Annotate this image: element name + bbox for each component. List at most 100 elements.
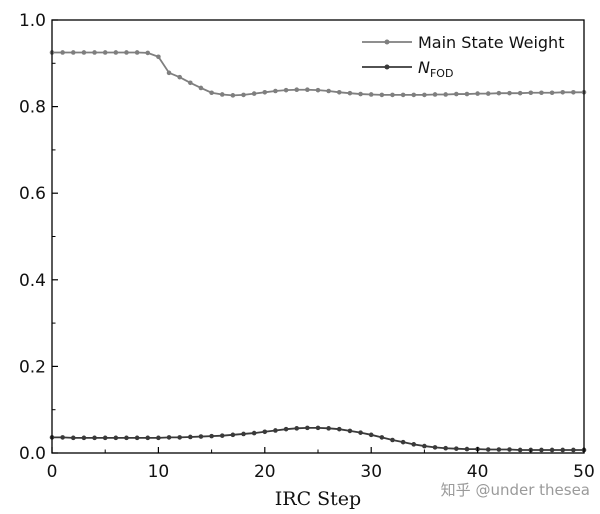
- data-point: [443, 92, 448, 97]
- data-point: [113, 50, 119, 55]
- data-point: [273, 88, 278, 94]
- series-line: [52, 426, 584, 451]
- data-point: [560, 90, 566, 95]
- data-point: [219, 92, 225, 97]
- data-point: [294, 426, 300, 431]
- data-point: [198, 434, 204, 439]
- data-point: [517, 90, 523, 96]
- data-point: [156, 54, 161, 60]
- y-tick-label: 0.4: [19, 271, 46, 291]
- data-point: [454, 446, 459, 451]
- data-point: [113, 435, 119, 441]
- data-point: [188, 434, 193, 440]
- data-point: [368, 92, 374, 97]
- data-point: [230, 432, 236, 438]
- data-point: [315, 425, 321, 431]
- data-point: [188, 80, 193, 86]
- legend-swatch-marker: [384, 64, 390, 70]
- data-point: [124, 50, 129, 55]
- data-point: [390, 92, 395, 98]
- y-tick-label: 0.2: [19, 357, 46, 377]
- data-point: [560, 447, 566, 453]
- legend-label: Main State Weight: [418, 33, 564, 52]
- data-point: [92, 435, 97, 441]
- x-tick-label: 30: [360, 462, 382, 482]
- x-tick-label: 50: [573, 462, 595, 482]
- data-point: [166, 435, 172, 440]
- data-point: [432, 445, 438, 450]
- legend: Main State Weight NFOD: [362, 33, 564, 80]
- data-point: [368, 432, 374, 438]
- data-point: [241, 431, 246, 437]
- data-point: [400, 92, 406, 98]
- y-tick-label: 0.0: [19, 444, 46, 464]
- data-point: [219, 433, 225, 438]
- legend-swatch-marker: [384, 39, 390, 45]
- watermark: 知乎 @under thesea: [441, 481, 590, 499]
- data-point: [60, 435, 65, 440]
- data-point: [326, 88, 331, 94]
- data-point: [145, 50, 151, 56]
- data-point: [379, 435, 385, 440]
- data-point: [92, 50, 97, 55]
- y-tick-label: 1.0: [19, 11, 46, 31]
- data-point: [177, 74, 182, 80]
- data-point: [571, 90, 576, 95]
- data-point: [464, 446, 470, 452]
- data-point: [390, 437, 395, 443]
- data-point: [326, 426, 331, 431]
- data-point: [156, 435, 161, 441]
- data-point: [358, 430, 363, 435]
- data-point: [273, 428, 278, 433]
- x-tick-label: 20: [254, 462, 276, 482]
- data-point: [358, 91, 363, 97]
- plot-area: [49, 50, 587, 453]
- data-point: [262, 90, 268, 95]
- data-point: [177, 435, 182, 440]
- data-point: [336, 90, 342, 95]
- data-point: [422, 443, 427, 449]
- data-point: [528, 90, 534, 96]
- data-point: [379, 92, 385, 98]
- data-point: [411, 442, 417, 447]
- data-point: [134, 435, 140, 441]
- data-point: [102, 435, 108, 441]
- data-point: [209, 433, 214, 439]
- data-point: [336, 426, 342, 432]
- data-point: [230, 93, 236, 98]
- data-point: [475, 91, 480, 96]
- data-point: [262, 429, 268, 435]
- data-point: [347, 428, 353, 434]
- data-point: [539, 447, 544, 453]
- data-point: [251, 91, 257, 96]
- data-point: [70, 435, 76, 441]
- data-point: [539, 90, 544, 96]
- data-point: [209, 90, 214, 96]
- y-tick-label: 0.6: [19, 184, 46, 204]
- data-point: [305, 87, 310, 93]
- data-point: [60, 50, 65, 55]
- x-tick-label: 10: [148, 462, 170, 482]
- legend-item: Main State Weight: [362, 33, 564, 52]
- x-axis: 0 10 20 30 40 50: [47, 447, 595, 482]
- data-point: [464, 91, 470, 97]
- data-point: [400, 439, 406, 445]
- data-point: [241, 92, 246, 98]
- y-axis: 0.0 0.2 0.4 0.6 0.8 1.0: [19, 11, 58, 464]
- data-point: [81, 50, 87, 55]
- data-point: [102, 50, 108, 55]
- data-point: [81, 435, 87, 441]
- data-point: [70, 50, 76, 55]
- data-point: [315, 87, 321, 93]
- data-point: [517, 447, 523, 453]
- data-point: [571, 447, 576, 453]
- series-n-fod: [49, 425, 587, 453]
- data-point: [485, 91, 491, 96]
- data-point: [496, 447, 502, 452]
- data-point: [294, 87, 300, 93]
- data-point: [283, 426, 289, 432]
- data-point: [443, 445, 448, 451]
- data-point: [134, 50, 140, 55]
- data-point: [198, 85, 204, 91]
